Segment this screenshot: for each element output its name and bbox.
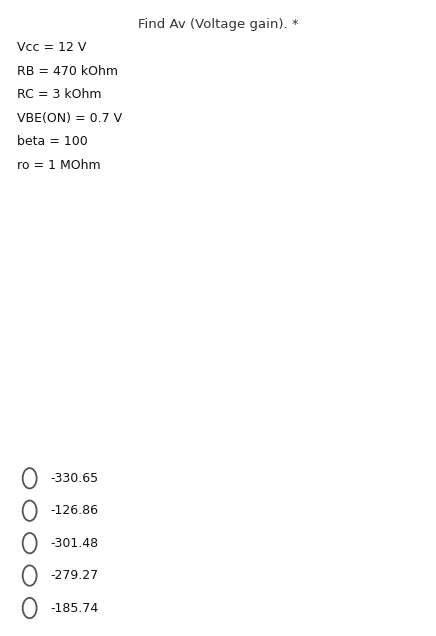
Text: Vcc = 12 V: Vcc = 12 V [17,41,87,54]
Text: RC: RC [238,237,257,251]
Text: -185.74: -185.74 [50,602,99,614]
Text: -301.48: -301.48 [50,537,98,550]
Text: RC = 3 kOhm: RC = 3 kOhm [17,88,102,101]
Text: ro = 1 MOhm: ro = 1 MOhm [17,159,101,172]
Text: Vcc: Vcc [202,172,227,184]
Text: RB = 470 kOhm: RB = 470 kOhm [17,65,119,78]
Text: Vi O: Vi O [3,324,31,337]
Text: beta = 100: beta = 100 [17,135,88,148]
Text: -279.27: -279.27 [50,569,98,582]
Text: VBE(ON) = 0.7 V: VBE(ON) = 0.7 V [17,112,123,125]
Text: Vc: Vc [208,303,222,316]
Text: Vo: Vo [341,294,358,307]
Text: -330.65: -330.65 [50,472,98,485]
Text: Find Av (Voltage gain). *: Find Av (Voltage gain). * [138,18,298,31]
Text: RB: RB [108,263,126,276]
Text: -126.86: -126.86 [50,504,98,517]
